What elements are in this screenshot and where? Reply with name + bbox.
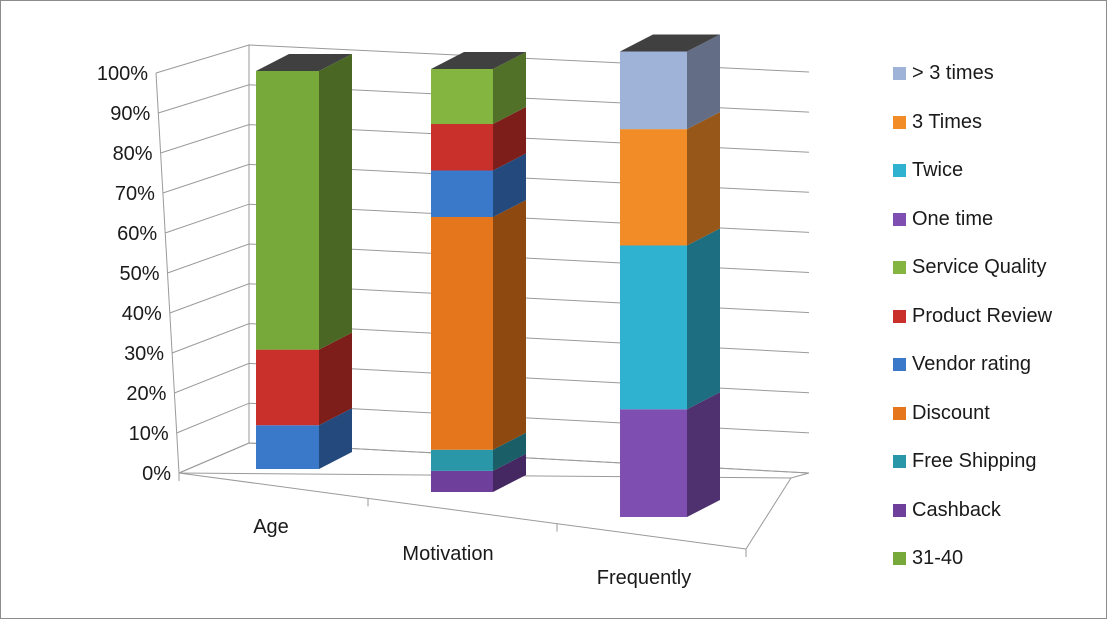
legend-item: Discount <box>893 398 1098 447</box>
legend-label: Discount <box>912 401 990 424</box>
bar-segment-side <box>493 432 526 471</box>
bar-motivation <box>431 52 526 492</box>
bar-top <box>256 54 352 71</box>
y-tick-label: 60% <box>117 223 157 245</box>
legend-label: 3 Times <box>912 110 983 133</box>
bar-top <box>620 34 720 52</box>
floor-right-edge <box>745 477 792 550</box>
legend-label: One time <box>912 207 994 230</box>
bar-segment-side <box>687 228 720 410</box>
plot-area: 0% 10% 20% 30% 40% 50% 60% 70% 80% 90% 100% Age Moti… <box>97 34 810 589</box>
bar-segment <box>431 69 493 124</box>
legend-swatch <box>893 358 906 371</box>
legend-label: Cashback <box>912 498 1001 521</box>
legend-item: Cashback <box>893 495 1098 544</box>
legend-item: One time <box>893 204 1098 253</box>
x-axis-line <box>178 472 747 550</box>
bar-top <box>431 52 526 69</box>
legend-item: 31-40 <box>893 543 1098 592</box>
bar-segment-side <box>493 52 526 124</box>
legend-label: > 3 times <box>912 62 994 84</box>
legend-swatch <box>893 503 906 517</box>
legend-label: Product Review <box>912 304 1053 327</box>
bar-segment-side <box>687 34 720 130</box>
legend-swatch <box>893 552 906 565</box>
x-tick-label: Frequently <box>597 567 692 589</box>
legend-swatch <box>893 164 906 177</box>
legend: > 3 times 3 Times Twice One time Service Qua… <box>893 58 1098 592</box>
bar-segment-side <box>687 112 720 246</box>
y-tick-label: 80% <box>113 143 153 165</box>
legend-item: Vendor rating <box>893 349 1098 398</box>
legend-label: Free Shipping <box>912 450 1037 472</box>
legend-item: > 3 times <box>893 58 1098 107</box>
y-tick-label: 50% <box>119 263 159 285</box>
bar-segment <box>431 217 493 450</box>
legend-item: Product Review <box>893 301 1098 350</box>
y-tick-label: 30% <box>124 343 164 365</box>
bar-segment-side <box>493 106 526 171</box>
legend-swatch <box>893 67 906 80</box>
bar-segment <box>620 409 687 517</box>
y-tick-label: 40% <box>122 303 162 325</box>
legend-label: Service Quality <box>912 256 1047 278</box>
x-tick-label: Motivation <box>402 543 493 565</box>
y-tick-label: 70% <box>115 183 155 205</box>
bar-segment <box>431 470 493 492</box>
y-tick-label: 90% <box>110 103 150 125</box>
legend-swatch <box>893 455 906 468</box>
legend-swatch <box>893 309 906 323</box>
legend-label: Vendor rating <box>912 353 1031 375</box>
bar-segment <box>620 245 687 410</box>
y-axis-line <box>155 72 180 474</box>
y-tick-label: 100% <box>97 63 148 85</box>
y-tick-label: 20% <box>126 383 166 405</box>
legend-swatch <box>893 115 906 129</box>
bar-age <box>256 54 352 469</box>
y-tick-label: 0% <box>142 463 171 485</box>
legend-label: 31-40 <box>912 547 964 569</box>
bar-segment-side <box>319 332 352 426</box>
bar-segment-side <box>493 153 526 218</box>
bar-segment-side <box>493 200 526 450</box>
legend-item: Service Quality <box>893 252 1098 301</box>
bar-segment <box>431 170 493 218</box>
bar-segment <box>256 349 319 426</box>
legend-swatch <box>893 406 906 420</box>
legend-swatch <box>893 261 906 274</box>
bar-segment-side <box>319 54 352 350</box>
legend-item: Twice <box>893 155 1098 204</box>
x-tick-label: Age <box>253 516 289 538</box>
bar-segment <box>431 449 493 471</box>
bar-segment-side <box>687 392 720 517</box>
bar-segment-side <box>319 408 352 469</box>
legend-swatch <box>893 212 906 226</box>
bar-segment <box>256 71 319 350</box>
bar-frequently <box>620 34 720 517</box>
bar-segment-side <box>493 453 526 492</box>
legend-item: Free Shipping <box>893 446 1098 495</box>
bar-segment <box>431 123 493 171</box>
bar-segment <box>256 425 319 469</box>
floor <box>178 442 810 479</box>
bar-segment <box>620 129 687 246</box>
bar-segment <box>620 51 687 130</box>
y-tick-label: 10% <box>129 423 169 445</box>
legend-label: Twice <box>912 159 964 181</box>
legend-item: 3 Times <box>893 107 1098 156</box>
